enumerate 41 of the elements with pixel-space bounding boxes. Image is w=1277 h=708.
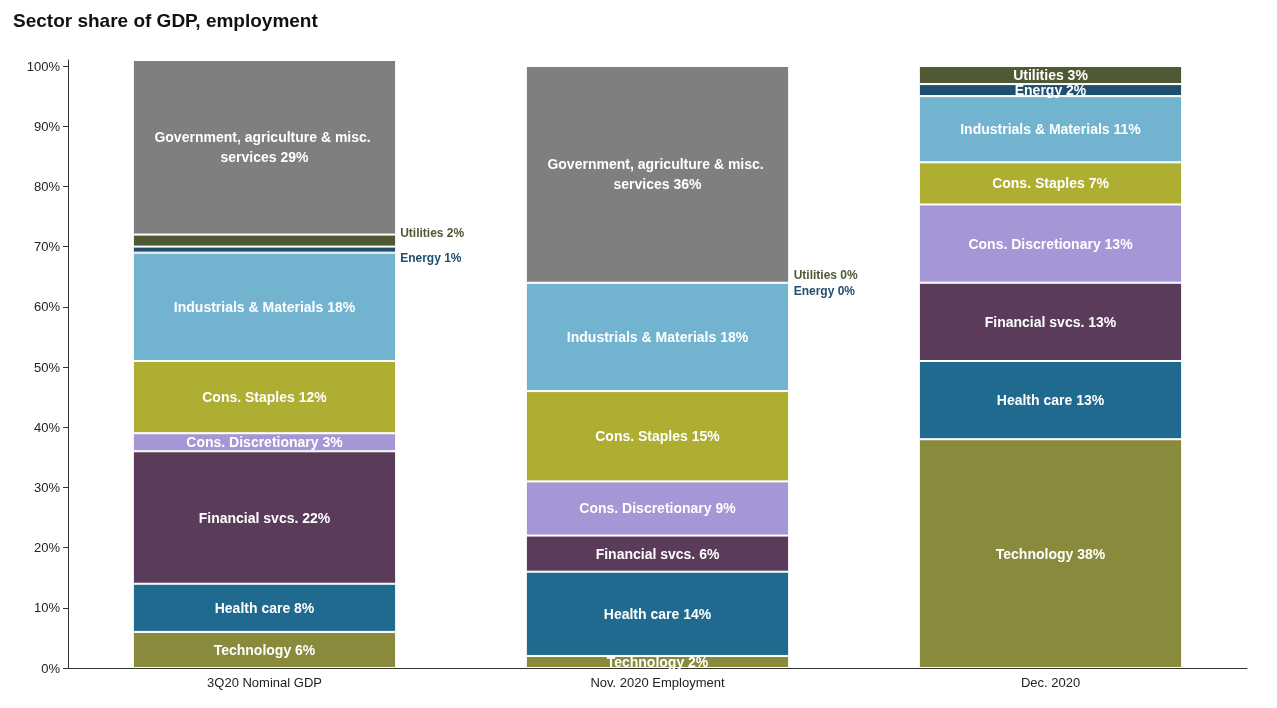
y-tick-label: 10% <box>33 600 61 616</box>
x-tick-label: Dec. 2020 <box>1020 675 1081 690</box>
x-tick-label: Nov. 2020 Employment <box>590 675 725 690</box>
text: Technology 6% <box>213 641 316 658</box>
text: Government, agriculture & misc. services 36% <box>547 156 764 193</box>
text: Health care 8% <box>214 599 315 616</box>
text: Cons. Discretionary 3% <box>186 434 343 451</box>
y-tick-label: 60% <box>33 299 61 315</box>
text: Health care 14% <box>603 605 712 622</box>
text: Health care 13% <box>996 392 1105 409</box>
y-tick-label: 20% <box>33 540 61 556</box>
text: Technology 2% <box>606 653 709 670</box>
y-tick-label: 90% <box>33 118 61 134</box>
y-tick-label: 100% <box>26 58 61 74</box>
text: Utilities 3% <box>1013 67 1088 84</box>
text: Cons. Staples 15% <box>595 428 720 445</box>
chart-title: Sector share of GDP, employment <box>13 10 319 31</box>
y-tick-label: 70% <box>33 239 61 255</box>
x-tick-label: 3Q20 Nominal GDP <box>207 675 322 690</box>
text: Cons. Discretionary 9% <box>579 500 736 517</box>
y-tick-label: 30% <box>33 479 61 495</box>
y-tick-label: 40% <box>33 419 61 435</box>
text: Industrials & Materials 18% <box>566 328 749 345</box>
text: Utilities 2% <box>400 225 465 240</box>
text: Utilities 0% <box>793 267 858 282</box>
y-tick-label: 50% <box>33 359 61 375</box>
y-tick-label: 0% <box>41 660 61 676</box>
text: Cons. Staples 7% <box>992 175 1109 192</box>
text: Financial svcs. 6% <box>595 545 720 562</box>
text: Cons. Discretionary 13% <box>968 235 1133 252</box>
text: Industrials & Materials 11% <box>960 121 1141 138</box>
text: Financial svcs. 22% <box>198 509 331 526</box>
y-tick-label: 80% <box>33 178 61 194</box>
text: Government, agriculture & misc. services 29% <box>154 129 371 166</box>
text: Financial svcs. 13% <box>984 313 1117 330</box>
text: Industrials & Materials 18% <box>173 298 356 315</box>
text: Energy 1% <box>400 250 462 265</box>
text: Energy 0% <box>793 283 856 298</box>
text: Energy 2% <box>1014 82 1087 99</box>
text: Technology 38% <box>995 545 1106 562</box>
text: Cons. Staples 12% <box>202 389 327 406</box>
